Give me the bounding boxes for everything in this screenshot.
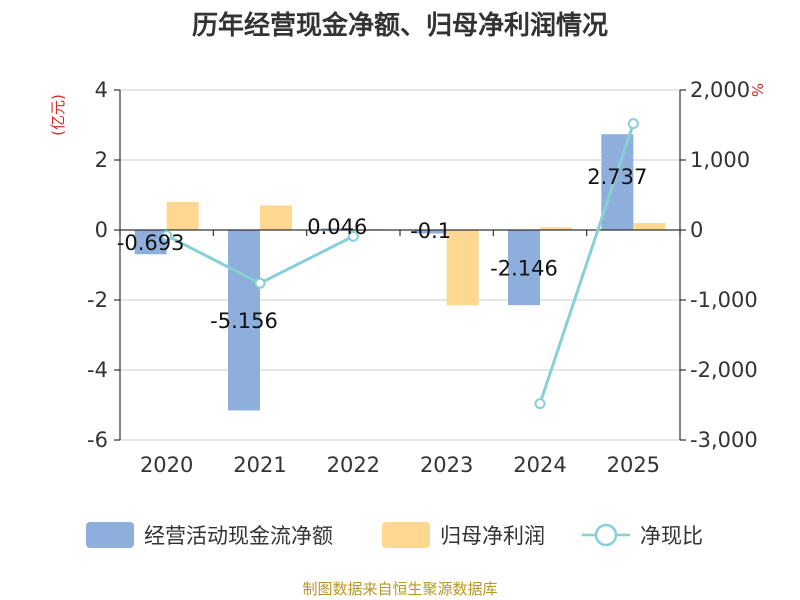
bar-net-profit xyxy=(166,202,199,230)
ratio-point xyxy=(254,277,266,289)
x-tick-label: 2023 xyxy=(420,453,473,477)
bar-net-profit xyxy=(633,223,666,230)
left-tick-label: -4 xyxy=(87,358,108,382)
legend-ratio-marker xyxy=(594,523,618,547)
x-tick-label: 2024 xyxy=(513,453,566,477)
ratio-point xyxy=(627,118,639,130)
data-label: -0.693 xyxy=(117,231,185,255)
source-note: 制图数据来自恒生聚源数据库 xyxy=(302,580,497,598)
legend-net-profit-swatch xyxy=(382,522,430,548)
legend: 经营活动现金流净额 归母净利润 净现比 xyxy=(86,522,703,548)
left-tick-label: 2 xyxy=(95,148,108,172)
x-tick-label: 2025 xyxy=(607,453,660,477)
bar-operating-cash-flow xyxy=(228,230,260,411)
legend-ratio-label: 净现比 xyxy=(640,524,703,548)
right-tick-label: -1,000 xyxy=(690,288,758,312)
x-tick-label: 2020 xyxy=(140,453,193,477)
bar-net-profit xyxy=(540,227,572,230)
data-label: 0.046 xyxy=(307,215,367,239)
legend-operating-cash-flow-swatch xyxy=(86,522,134,548)
bars xyxy=(134,134,666,411)
chart-title: 历年经营现金净额、归母净利润情况 xyxy=(192,10,608,41)
left-tick-label: -2 xyxy=(87,288,108,312)
bar-operating-cash-flow xyxy=(134,230,167,255)
left-axis-unit: (亿元) xyxy=(49,94,67,136)
x-tick-label: 2021 xyxy=(233,453,286,477)
left-tick-label: -6 xyxy=(87,428,108,452)
data-labels: -0.693 -5.156 0.046 -0.1 -2.146 2.737 xyxy=(117,165,648,333)
ratio-point xyxy=(534,398,546,410)
bar-net-profit xyxy=(260,205,292,230)
ratio-point xyxy=(347,230,359,242)
right-tick-label: -2,000 xyxy=(690,358,758,382)
axes: 4 2 0 -2 -4 -6 2,000 1,000 0 -1,000 -2,000 -3,000 20… xyxy=(87,78,758,477)
x-tick-label: 2022 xyxy=(327,453,380,477)
bar-net-profit xyxy=(446,230,479,306)
data-label: 2.737 xyxy=(587,165,647,189)
ratio-line-segment xyxy=(538,123,635,405)
data-label: -5.156 xyxy=(210,309,278,333)
bar-operating-cash-flow xyxy=(601,134,634,230)
bar-operating-cash-flow xyxy=(321,228,354,230)
right-tick-label: 2,000 xyxy=(690,78,750,102)
left-tick-label: 0 xyxy=(95,218,108,242)
legend-net-profit-label: 归母净利润 xyxy=(440,524,545,548)
data-label: -2.146 xyxy=(490,257,558,281)
ratio-line xyxy=(161,118,639,410)
bar-operating-cash-flow xyxy=(508,230,540,306)
bar-operating-cash-flow xyxy=(414,230,447,234)
right-tick-label: -3,000 xyxy=(690,428,758,452)
grid-lines xyxy=(120,89,680,441)
left-tick-label: 4 xyxy=(95,78,108,102)
data-label: -0.1 xyxy=(410,219,451,243)
ratio-point xyxy=(161,230,173,242)
right-axis-unit: % xyxy=(748,83,766,97)
right-tick-label: 0 xyxy=(690,218,703,242)
legend-operating-cash-flow-label: 经营活动现金流净额 xyxy=(144,524,333,548)
right-tick-label: 1,000 xyxy=(690,148,750,172)
